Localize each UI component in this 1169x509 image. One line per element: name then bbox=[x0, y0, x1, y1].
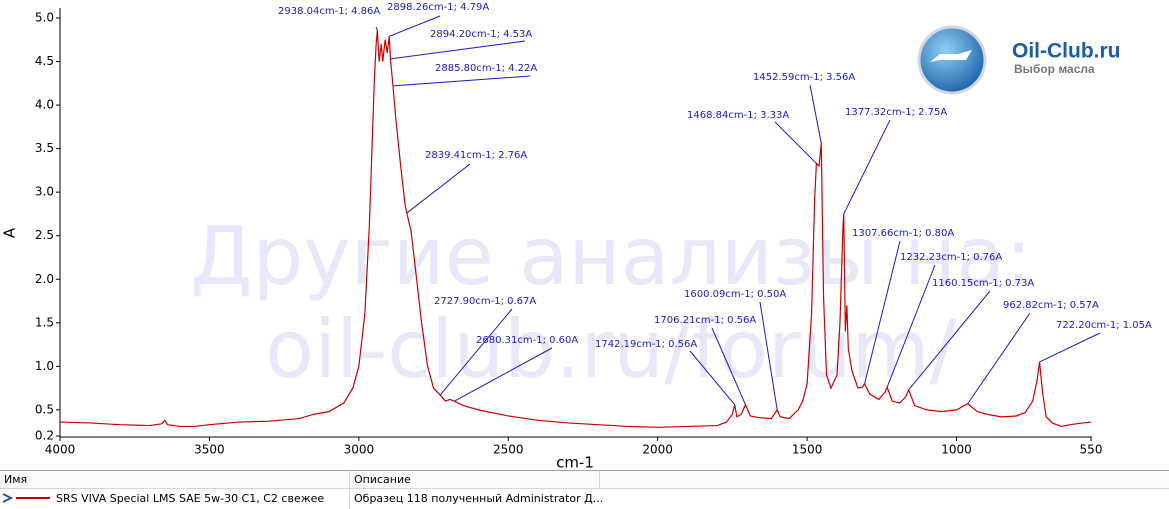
y-tick-label: 1.5 bbox=[35, 315, 54, 329]
annotation-label: 1377.32cm-1; 2.75A bbox=[845, 107, 947, 118]
annotation-label: 1706.21cm-1; 0.56A bbox=[654, 315, 756, 326]
annotation-connector bbox=[711, 327, 746, 405]
annotation-label: 1742.19cm-1; 0.56A bbox=[595, 339, 697, 350]
annotation-connector bbox=[864, 240, 901, 384]
annotation-label: 2894.20cm-1; 4.53A bbox=[430, 29, 532, 40]
annotation-connector bbox=[886, 264, 936, 388]
x-tick-label: 550 bbox=[1080, 443, 1103, 457]
annotation-label: 1452.59cm-1; 3.56A bbox=[753, 72, 855, 83]
annotation-label: 2727.90cm-1; 0.67A bbox=[434, 296, 536, 307]
column-header[interactable]: Описание bbox=[354, 473, 411, 486]
annotation-connector bbox=[439, 308, 513, 396]
annotation-connector bbox=[389, 15, 441, 37]
annotation-label: 2938.04cm-1; 4.86A bbox=[278, 6, 380, 17]
watermark: Другие анализы на: bbox=[190, 210, 1032, 303]
annotation-connector bbox=[809, 84, 822, 144]
row-indicator bbox=[2, 493, 14, 503]
y-tick-label: 2.5 bbox=[35, 228, 54, 242]
x-tick-label: 4000 bbox=[45, 443, 76, 457]
annotation-label: 2680.31cm-1; 0.60A bbox=[476, 335, 578, 346]
logo-can bbox=[930, 50, 972, 62]
x-axis-label: cm-1 bbox=[556, 454, 594, 472]
y-tick-label: 5.0 bbox=[35, 11, 54, 25]
annotation-connector bbox=[390, 40, 526, 60]
annotation-label: 962.82cm-1; 0.57A bbox=[1003, 300, 1099, 311]
annotation-label: 1600.09cm-1; 0.50A bbox=[684, 289, 786, 300]
annotation-label: 1232.23cm-1; 0.76A bbox=[900, 252, 1002, 263]
y-tick-label: 2.0 bbox=[35, 272, 54, 286]
x-tick-label: 2500 bbox=[493, 443, 524, 457]
x-tick-label: 1000 bbox=[941, 443, 972, 457]
x-tick-label: 2000 bbox=[642, 443, 673, 457]
y-axis-label: A bbox=[1, 227, 19, 238]
annotation-connector bbox=[454, 347, 553, 402]
y-tick-label: 0.2 bbox=[35, 429, 54, 443]
annotation-connector bbox=[759, 301, 778, 410]
y-tick-label: 4.5 bbox=[35, 54, 54, 68]
annotation-label: 1468.84cm-1; 3.33A bbox=[687, 110, 789, 121]
table-header bbox=[0, 471, 1169, 488]
annotation-connector bbox=[774, 121, 817, 164]
annotation-label: 1307.66cm-1; 0.80A bbox=[852, 228, 954, 239]
y-tick-label: 0.5 bbox=[35, 402, 54, 416]
plot: 0.2 0.5 1.0 1.5 2.0 2.5 3.0 3.5 4.0 4.5 5.0 4000 350… bbox=[35, 2, 1152, 457]
annotation-connector bbox=[1039, 332, 1101, 363]
annotation-connector bbox=[392, 75, 531, 87]
logo-title: Oil-Club.ru bbox=[1012, 40, 1121, 63]
annotation-connector bbox=[406, 163, 471, 214]
y-tick-label: 1.0 bbox=[35, 359, 54, 373]
legend-name[interactable]: SRS VIVA Special LMS SAE 5w-30 C1, C2 св… bbox=[56, 492, 324, 505]
annotation-label: 2839.41cm-1; 2.76A bbox=[425, 150, 527, 161]
y-tick-label: 3.0 bbox=[35, 185, 54, 199]
x-tick-label: 3000 bbox=[344, 443, 375, 457]
annotation-label: 2898.26cm-1; 4.79A bbox=[387, 2, 489, 13]
annotation-label: 2885.80cm-1; 4.22A bbox=[435, 63, 537, 74]
y-tick-label: 3.5 bbox=[35, 141, 54, 155]
annotation-connector bbox=[967, 312, 1031, 405]
logo-subtitle: Выбор масла bbox=[1014, 62, 1095, 76]
annotation-connector bbox=[843, 119, 891, 215]
annotation-connector bbox=[689, 350, 736, 405]
watermark: oil-club.ru/forum/ bbox=[265, 303, 957, 396]
row-description[interactable]: Образец 118 полученный Administrator Д..… bbox=[354, 492, 603, 505]
y-tick-label: 4.0 bbox=[35, 98, 54, 112]
annotation-label: 1160.15cm-1; 0.73A bbox=[932, 278, 1034, 289]
x-tick-label: 1500 bbox=[792, 443, 823, 457]
annotation-connector bbox=[908, 290, 991, 391]
column-header[interactable]: Имя bbox=[4, 473, 27, 486]
spectrum-line bbox=[59, 30, 1092, 428]
annotation-label: 722.20cm-1; 1.05A bbox=[1056, 320, 1152, 331]
x-tick-label: 3500 bbox=[194, 443, 225, 457]
annotation-connector bbox=[375, 26, 378, 31]
